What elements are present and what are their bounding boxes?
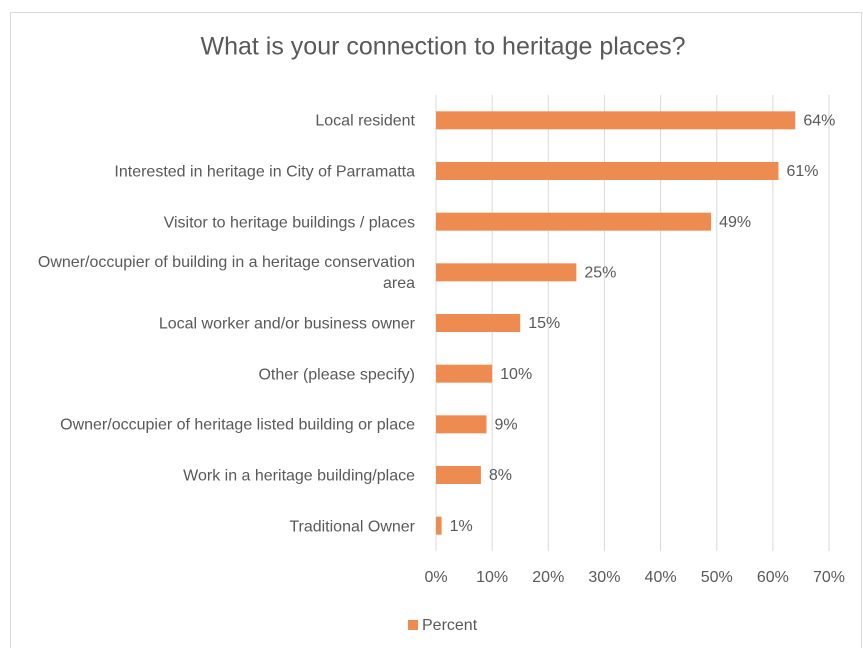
bar	[436, 111, 796, 130]
data-label: 1%	[450, 518, 473, 535]
data-label: 10%	[500, 366, 532, 383]
data-label: 15%	[528, 315, 560, 332]
bar	[436, 466, 481, 484]
bar	[436, 162, 779, 180]
x-tick-label: 20%	[532, 569, 564, 586]
bar	[436, 212, 712, 231]
x-tick-label: 40%	[645, 569, 677, 586]
x-tick-label: 10%	[476, 569, 508, 586]
bar	[436, 516, 442, 535]
y-tick-label: Traditional Owner	[289, 518, 415, 536]
y-tick-label: Work in a heritage building/place	[183, 467, 415, 485]
y-tick-label: Local worker and/or business owner	[158, 315, 415, 333]
x-tick-label: 50%	[701, 569, 733, 586]
bar	[436, 263, 577, 282]
bar	[436, 415, 487, 434]
bar	[436, 364, 493, 383]
data-label: 25%	[584, 265, 616, 282]
data-label: 61%	[786, 163, 818, 180]
y-tick-label: Local resident	[315, 112, 415, 130]
x-tick-label: 30%	[588, 569, 620, 586]
y-tick-label: Visitor to heritage buildings / places	[163, 214, 415, 232]
y-tick-label: Owner/occupier of building in a heritage…	[37, 254, 415, 293]
legend-label: Percent	[422, 617, 478, 634]
x-tick-label: 0%	[424, 569, 447, 586]
y-tick-label: Other (please specify)	[258, 366, 415, 384]
chart-title: What is your connection to heritage plac…	[201, 33, 686, 61]
bar	[436, 314, 521, 332]
x-tick-label: 70%	[813, 569, 845, 586]
x-tick-label: 60%	[757, 569, 789, 586]
y-tick-label: Interested in heritage in City of Parram…	[114, 163, 415, 181]
data-label: 49%	[719, 214, 751, 231]
y-tick-label: Owner/occupier of heritage listed buildi…	[60, 416, 415, 434]
legend-swatch	[408, 620, 418, 630]
data-label: 64%	[803, 113, 835, 130]
data-label: 8%	[489, 467, 512, 484]
data-label: 9%	[495, 417, 518, 434]
